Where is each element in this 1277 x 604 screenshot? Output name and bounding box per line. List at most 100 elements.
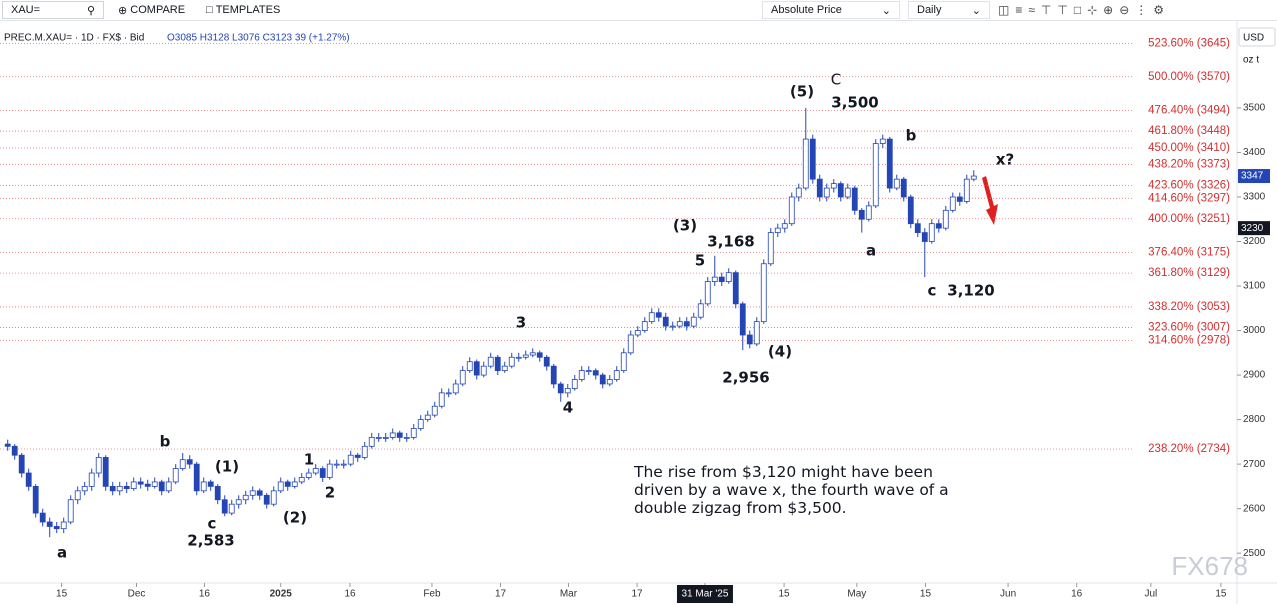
candle-body (284, 481, 291, 487)
y-tick-label: 2700 (1243, 459, 1266, 470)
wave-label: 2 (325, 484, 335, 502)
toolbar: XAU= ⚲ ⊕ COMPARE □ TEMPLATES Absolute Pri… (0, 0, 1277, 21)
candle-body (711, 276, 718, 282)
legend-ohlc: O3085 H3128 L3076 C3123 39 (+1.27%) (167, 33, 350, 44)
price-tag (1238, 221, 1270, 236)
label: Absolute Price (771, 4, 842, 16)
wave-label: 2,956 (722, 369, 769, 387)
candle-body (88, 472, 95, 487)
fib-label: 461.80% (3448) (1148, 125, 1230, 137)
compare-button[interactable]: ⊕ COMPARE (110, 1, 190, 19)
candle-body (942, 209, 949, 229)
candle-body (963, 178, 970, 202)
candle-body (81, 485, 88, 492)
currency-box[interactable] (1238, 27, 1276, 47)
candle-body (872, 143, 879, 207)
candle-body (186, 459, 193, 465)
candle-body (130, 481, 137, 490)
candle-body (907, 196, 914, 225)
search-icon: ⚲ (86, 4, 95, 17)
candle-body (970, 175, 977, 180)
candle-body (67, 499, 74, 523)
fib-label: 450.00% (3410) (1148, 142, 1230, 154)
candle-body (774, 227, 781, 233)
label: Daily (917, 4, 942, 16)
candle-body (928, 223, 935, 242)
candle-body (501, 365, 508, 372)
down-arrow (982, 176, 998, 225)
tool-icons[interactable]: ◫≡≈⊤⊤□⊹⊕⊖⋮⚙ (998, 3, 1171, 17)
fib-label: 400.00% (3251) (1148, 213, 1230, 225)
x-tick-label: 16 (1071, 589, 1083, 600)
candle-body (480, 365, 487, 376)
candle-body (389, 432, 396, 438)
candle-body (886, 138, 893, 189)
candle-body (571, 379, 578, 389)
candle-body (746, 334, 753, 345)
x-tick-label: May (847, 589, 866, 600)
candle-body (340, 463, 347, 466)
x-tick-label: Jul (1144, 589, 1157, 600)
candle-body (361, 445, 368, 458)
wave-label: C (831, 71, 841, 89)
candle-body (494, 356, 501, 372)
x-tick-label: 16 (199, 589, 211, 600)
candle-body (753, 321, 760, 345)
candle-body (844, 187, 851, 198)
candle-body (403, 437, 410, 439)
candle-body (410, 428, 417, 438)
price-mode-select[interactable]: Absolute Price ⌄ (762, 1, 900, 19)
label: COMPARE (130, 4, 186, 16)
candle-body (697, 303, 704, 318)
interval-select[interactable]: Daily ⌄ (908, 1, 990, 19)
candle-body (669, 325, 676, 328)
candle-body (578, 370, 585, 380)
candle-body (53, 526, 60, 530)
watermark: FX678 (1171, 551, 1248, 581)
price-tag-label: 3230 (1241, 223, 1264, 234)
candle-body (865, 205, 872, 220)
templates-button[interactable]: □ TEMPLATES (198, 1, 298, 19)
candle-body (851, 187, 858, 211)
unit: oz t (1243, 55, 1259, 66)
candle-body (725, 272, 732, 282)
candle-body (683, 321, 690, 327)
candle-body (641, 321, 648, 331)
candle-body (823, 187, 830, 198)
candle-body (354, 454, 361, 458)
wave-label: 3,168 (707, 233, 754, 251)
candle-body (11, 445, 18, 456)
candle-body (732, 272, 739, 305)
candle-body (599, 374, 606, 385)
x-tick-label: 31 Mar '25 (681, 589, 728, 600)
candle-body (431, 405, 438, 416)
candle-body (543, 356, 550, 367)
fib-label: 376.40% (3175) (1148, 247, 1230, 259)
symbol-search[interactable]: XAU= ⚲ (2, 1, 104, 19)
wave-label: (3) (673, 217, 697, 235)
candle-body (445, 392, 452, 395)
candle-body (137, 481, 144, 485)
candle-body (921, 232, 928, 242)
x-tick-label: 17 (631, 589, 643, 600)
fib-label: 338.20% (3053) (1148, 301, 1230, 313)
wave-label: (2) (283, 509, 307, 527)
wave-label: 4 (563, 399, 573, 417)
chart: PREC.M.XAU= · 1D · FX$ · Bid O3085 H3128… (0, 20, 1277, 604)
candle-body (760, 263, 767, 323)
wave-label: b (906, 127, 917, 145)
candle-body (676, 321, 683, 327)
candle-body (858, 209, 865, 220)
fib-label: 361.80% (3129) (1148, 267, 1230, 279)
icon: □ (206, 4, 216, 16)
price-tag-label: 3347 (1241, 171, 1264, 182)
candle-body (326, 463, 333, 478)
candle-body (627, 334, 634, 354)
candle-body (767, 232, 774, 265)
candle-body (564, 388, 571, 394)
fib-label: 500.00% (3570) (1148, 71, 1230, 83)
y-tick-label: 2600 (1243, 503, 1266, 514)
candle-body (935, 223, 942, 229)
candle-body (158, 481, 165, 492)
